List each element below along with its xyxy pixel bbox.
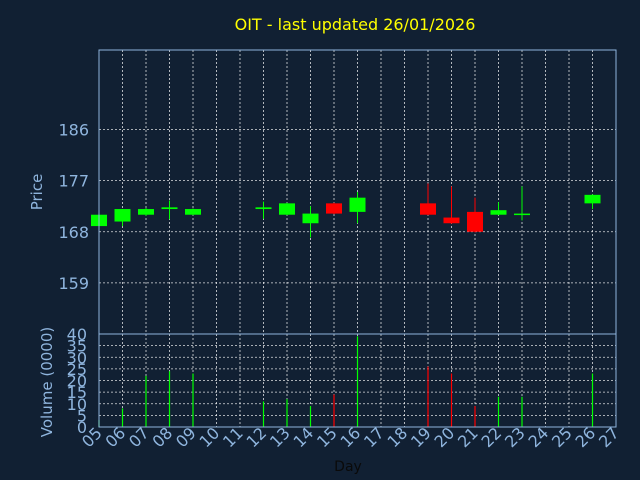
- candle-body: [467, 211, 483, 232]
- volume-tick-label: 25: [67, 360, 87, 379]
- candle-body: [161, 207, 178, 210]
- candle-body: [443, 217, 460, 224]
- candle-body: [326, 203, 342, 214]
- candle-body: [185, 209, 201, 215]
- price-panel: 159 168 177 186 Price: [28, 49, 617, 335]
- price-tick-label: 159: [58, 274, 89, 293]
- price-tick-label: 177: [58, 172, 89, 191]
- candle-body: [114, 209, 131, 222]
- volume-axis-label: Volume (0000): [38, 327, 56, 437]
- candle-body: [302, 213, 319, 224]
- price-tick-label: 186: [58, 121, 89, 140]
- candle-body: [138, 209, 154, 215]
- volume-tick-label: 15: [67, 383, 87, 402]
- volume-tick-label: 35: [67, 337, 87, 356]
- volume-tick-label: 40: [67, 325, 87, 344]
- candle-body: [584, 194, 601, 204]
- candle-body: [514, 213, 530, 216]
- candle-body: [420, 203, 436, 215]
- price-axis-label: Price: [28, 174, 46, 211]
- candle-body: [490, 210, 507, 215]
- volume-tick-label: 5: [77, 406, 87, 425]
- volume-plot-frame: [98, 333, 617, 428]
- volume-tick-label: 10: [67, 395, 87, 414]
- chart-title: OIT - last updated 26/01/2026: [235, 15, 476, 34]
- volume-tick-label: 0: [77, 418, 87, 437]
- volume-tick-label: 20: [67, 372, 87, 391]
- candle-body: [279, 203, 295, 215]
- price-tick-label: 168: [58, 223, 89, 242]
- candle-body: [255, 207, 272, 210]
- volume-tick-label: 30: [67, 348, 87, 367]
- x-tick-label: 27: [595, 423, 623, 451]
- candle-body: [349, 197, 366, 212]
- x-axis-label: Day: [334, 459, 362, 475]
